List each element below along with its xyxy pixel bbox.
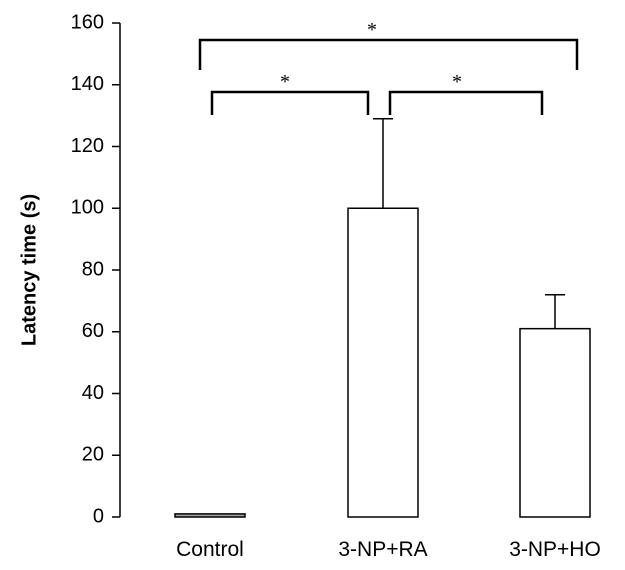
x-axis-labels: Control 3-NP+RA 3-NP+HO: [176, 538, 601, 561]
x-category-label: 3-NP+HO: [509, 538, 601, 561]
significance-star: *: [452, 71, 462, 93]
y-tick-label: 120: [71, 135, 104, 157]
significance-bracket: [388, 90, 544, 115]
error-bars: [373, 117, 565, 329]
y-tick-label: 160: [71, 11, 104, 33]
y-tick-label: 80: [82, 258, 104, 280]
y-axis-title: Latency time (s): [18, 194, 40, 346]
bar-3-np-ra: [347, 207, 419, 518]
x-category-label: 3-NP+RA: [338, 538, 427, 561]
y-tick-label: 0: [93, 505, 104, 527]
significance-bracket: [198, 38, 579, 70]
y-tick-label: 60: [82, 320, 104, 342]
significance-brackets: * * *: [198, 19, 579, 115]
y-tick-label: 20: [82, 444, 104, 466]
y-tick-label: 40: [82, 382, 104, 404]
bars: [174, 207, 591, 518]
significance-bracket: [210, 90, 370, 115]
significance-star: *: [280, 71, 290, 93]
x-category-label: Control: [176, 538, 244, 561]
y-axis: 0 20 40 60 80 100 120 140 160: [71, 11, 121, 527]
bar-control: [174, 513, 246, 518]
y-tick-label: 140: [71, 73, 104, 95]
y-tick-label: 100: [71, 197, 104, 219]
bar-3-np-ho: [519, 327, 591, 518]
significance-star: *: [367, 19, 377, 41]
